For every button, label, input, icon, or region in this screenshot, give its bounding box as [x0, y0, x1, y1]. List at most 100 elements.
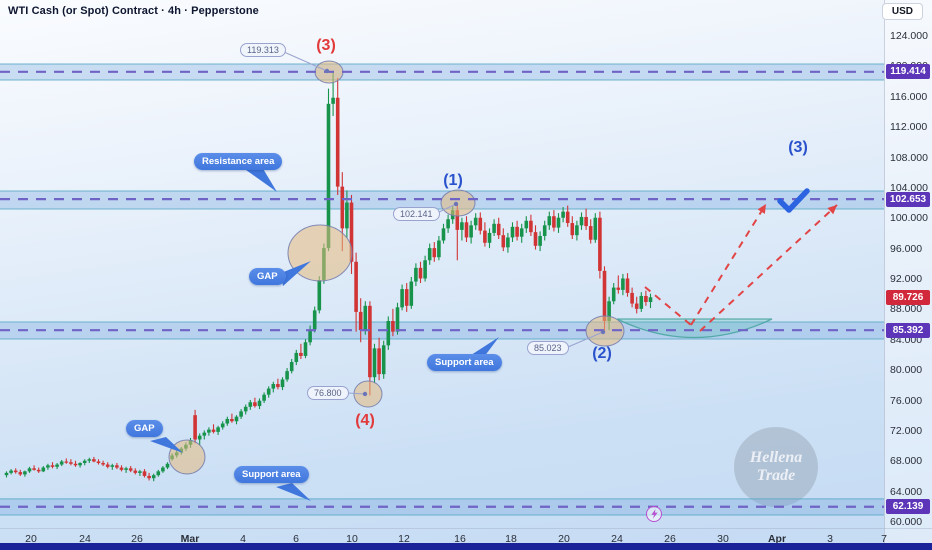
projection-path[interactable] — [690, 203, 767, 326]
candle-body — [266, 388, 271, 395]
price-callout-119313[interactable]: 119.313 — [240, 43, 286, 57]
candle-body — [101, 463, 105, 465]
price-tick-label: 80.000 — [890, 364, 923, 377]
price-tick-label: 92.000 — [890, 273, 923, 285]
candle-body — [133, 470, 138, 473]
check-icon[interactable] — [777, 188, 810, 213]
candle-body — [593, 217, 598, 240]
candle-body — [36, 469, 41, 472]
candle-body — [312, 310, 317, 330]
candle-body — [92, 459, 96, 462]
candle-body — [331, 97, 335, 104]
candle-body — [276, 384, 280, 388]
candle-body — [87, 459, 92, 461]
support-area-bubble-low-tail — [276, 483, 311, 501]
candle-body — [561, 211, 565, 218]
candle-body — [460, 222, 464, 230]
wave-3-projected[interactable]: (3) — [788, 139, 808, 156]
candle-body — [542, 225, 547, 236]
realtime-data-icon[interactable] — [646, 506, 662, 522]
price-tag-62_139: 62.139 — [886, 499, 930, 515]
time-tick-label: 12 — [398, 533, 410, 545]
lightning-icon — [650, 509, 658, 519]
candle-body — [634, 303, 639, 309]
price-tick-label: 96.000 — [890, 242, 923, 255]
candle-body — [515, 226, 519, 237]
wave-3-top[interactable]: (3) — [316, 37, 336, 54]
candle-body — [225, 418, 230, 424]
candle-body — [82, 460, 87, 464]
price-callout-102141[interactable]: 102.141 — [393, 207, 440, 221]
candle-body — [427, 248, 432, 261]
candle-body — [41, 467, 46, 472]
candle-body — [4, 472, 9, 476]
candle-body — [404, 289, 409, 306]
time-tick-label: 26 — [664, 533, 676, 545]
candle-body — [280, 379, 285, 388]
price-tick-label: 64.000 — [890, 485, 923, 498]
candle-body — [73, 463, 78, 466]
wave-1[interactable]: (1) — [443, 172, 463, 189]
candle-body — [529, 220, 533, 233]
candle-body — [556, 217, 561, 228]
resistance-area-bubble[interactable]: Resistance area — [194, 153, 283, 170]
price-tick-label: 116.000 — [890, 90, 928, 103]
candle-body — [648, 297, 653, 303]
candle-body — [588, 226, 593, 240]
candle-body — [142, 471, 147, 476]
time-tick-label: 6 — [293, 533, 299, 545]
projection-path[interactable] — [699, 204, 838, 332]
resistance-area-bubble-tail — [246, 167, 277, 192]
support-area-bubble-mid-tail — [468, 337, 499, 357]
candle-body — [230, 418, 234, 422]
currency-button[interactable]: USD — [881, 3, 923, 20]
wave4-circle[interactable] — [353, 380, 383, 408]
gap-bubble-early[interactable]: GAP — [126, 420, 163, 437]
support-area-bubble-mid[interactable]: Support area — [427, 354, 502, 371]
candle-body — [96, 461, 101, 464]
candle-body — [372, 348, 377, 378]
candle-body — [487, 232, 492, 243]
wave1-circle[interactable] — [440, 189, 476, 217]
candle-body — [239, 411, 243, 417]
candle-body — [418, 267, 423, 279]
candle-body — [570, 223, 575, 236]
time-tick-label: 10 — [346, 533, 358, 545]
price-callout-85023[interactable]: 85.023 — [527, 341, 569, 355]
broker-watermark: Hellena Trade — [734, 427, 818, 507]
price-callout-76800[interactable]: 76.800 — [307, 386, 349, 400]
callout-anchor-dot — [453, 201, 459, 207]
projection-arrowhead — [757, 204, 766, 214]
candle-body — [395, 307, 400, 332]
price-tick-label: 112.000 — [890, 121, 928, 134]
candle-body — [165, 463, 170, 468]
candle-body — [611, 287, 616, 302]
candle-body — [607, 301, 611, 322]
candle-body — [363, 305, 368, 331]
candle-body — [59, 461, 64, 465]
callout-connector — [567, 331, 604, 348]
candle-body — [340, 186, 345, 229]
candle-body — [257, 400, 262, 407]
candle-body — [262, 394, 266, 401]
support-area-bubble-low[interactable]: Support area — [234, 466, 309, 483]
projection-path[interactable] — [644, 286, 692, 326]
candle-body — [207, 429, 211, 433]
candle-body — [409, 281, 414, 306]
gap-bubble-main[interactable]: GAP — [249, 268, 286, 285]
candle-body — [13, 470, 18, 473]
candle-body — [197, 435, 202, 440]
candle-body — [303, 342, 308, 356]
candle-body — [437, 240, 441, 258]
wave-4[interactable]: (4) — [355, 412, 375, 429]
candle-body — [616, 287, 621, 290]
candle-body — [377, 348, 381, 375]
time-tick-label: 20 — [558, 533, 570, 545]
candle-body — [110, 465, 115, 467]
candle-body — [317, 280, 322, 311]
accumulation-arc[interactable] — [616, 318, 773, 339]
candle-body — [432, 248, 437, 258]
wave-2[interactable]: (2) — [592, 345, 612, 362]
